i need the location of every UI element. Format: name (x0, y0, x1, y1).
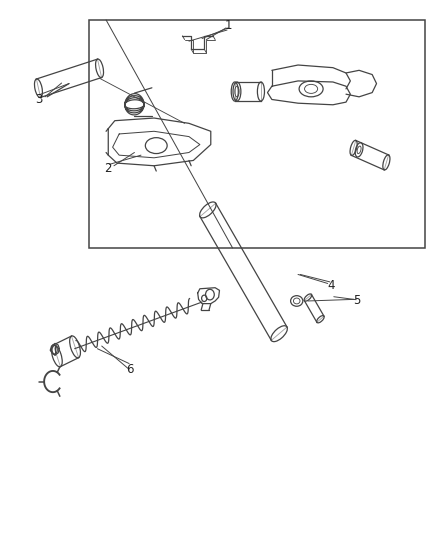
Text: 5: 5 (353, 294, 360, 308)
Text: 1: 1 (224, 19, 231, 32)
Text: 3: 3 (35, 93, 42, 106)
Text: 2: 2 (104, 162, 112, 175)
Text: 6: 6 (126, 364, 134, 376)
Text: 4: 4 (326, 279, 334, 292)
Bar (88, 20, 424, 248)
